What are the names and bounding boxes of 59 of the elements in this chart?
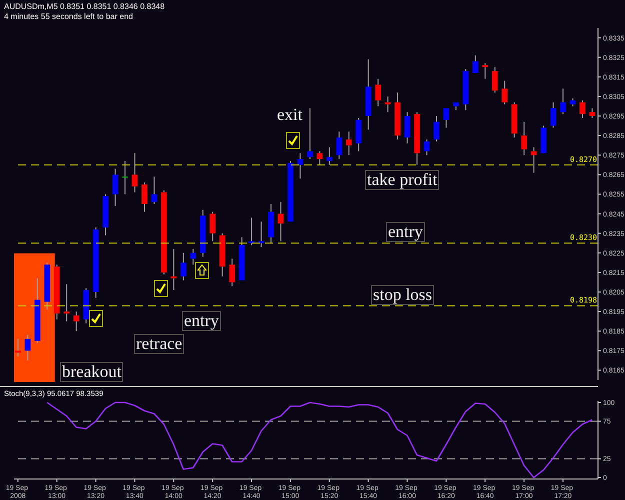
candlestick bbox=[248, 217, 254, 246]
chart-title: AUDUSDm,M5 0.8351 0.8351 0.8346 0.8348 bbox=[4, 2, 165, 12]
candlestick bbox=[54, 264, 60, 320]
candlestick bbox=[580, 100, 586, 118]
annotation: take profit bbox=[365, 170, 440, 190]
candlestick bbox=[24, 334, 31, 361]
candlestick bbox=[92, 226, 99, 298]
candlestick bbox=[142, 182, 148, 212]
candlestick bbox=[560, 88, 566, 115]
candlestick bbox=[268, 204, 274, 244]
candlestick bbox=[375, 78, 381, 107]
candlestick bbox=[414, 112, 420, 166]
candlestick bbox=[112, 168, 118, 206]
annotation: stop loss bbox=[371, 285, 434, 305]
candlestick bbox=[356, 117, 362, 152]
candlestick bbox=[346, 131, 352, 156]
annotation: breakout bbox=[60, 362, 124, 382]
candlestick bbox=[278, 202, 284, 242]
candlestick bbox=[83, 288, 89, 324]
candlestick bbox=[151, 176, 158, 204]
candlestick bbox=[589, 108, 596, 118]
candlestick bbox=[210, 211, 216, 242]
candlestick bbox=[384, 96, 391, 113]
candlestick bbox=[229, 258, 235, 287]
candlestick bbox=[424, 138, 430, 156]
annotation: retrace bbox=[134, 334, 184, 354]
chart-subtitle: 4 minutes 55 seconds left to bar end bbox=[4, 12, 134, 22]
candlestick bbox=[394, 92, 400, 140]
candlestick bbox=[297, 152, 304, 180]
candlestick bbox=[492, 66, 498, 94]
candlestick bbox=[365, 58, 372, 130]
candlestick bbox=[34, 278, 40, 344]
candlestick bbox=[521, 121, 527, 156]
candlestick bbox=[502, 80, 508, 105]
candlestick bbox=[307, 108, 313, 160]
candlestick bbox=[404, 112, 410, 144]
candlestick bbox=[482, 62, 488, 80]
candlestick bbox=[434, 116, 440, 142]
candlestick bbox=[122, 160, 128, 195]
candlestick bbox=[200, 209, 206, 258]
candlestick bbox=[180, 252, 186, 281]
candlestick bbox=[462, 68, 469, 111]
candlestick bbox=[102, 194, 108, 236]
candlestick bbox=[336, 131, 342, 160]
candlestick bbox=[190, 248, 196, 266]
candlestick bbox=[132, 152, 138, 193]
candlestick bbox=[170, 248, 177, 291]
candlestick bbox=[161, 190, 167, 275]
candlestick bbox=[511, 102, 518, 138]
annotation: entry bbox=[386, 222, 425, 242]
candlestick bbox=[219, 232, 226, 277]
candlestick bbox=[73, 311, 80, 332]
annotation: exit bbox=[276, 105, 304, 124]
candlestick bbox=[316, 150, 323, 166]
candlestick bbox=[326, 146, 332, 166]
annotation: entry bbox=[182, 311, 221, 331]
line-series bbox=[46, 402, 593, 478]
candlestick bbox=[64, 284, 70, 322]
candlestick bbox=[15, 338, 21, 358]
